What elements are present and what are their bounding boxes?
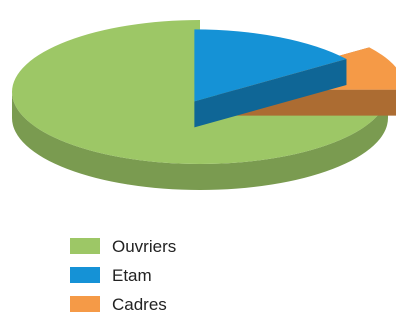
pie-slice-wall-etam [194,59,347,128]
legend-swatch-ouvriers [70,238,100,254]
legend-item-etam: Etam [70,266,152,285]
pie-slice-etam [194,29,347,128]
pie-slice-top-etam [194,29,347,102]
pie-slices [12,20,396,190]
legend-label-cadres: Cadres [112,295,167,314]
legend-label-ouvriers: Ouvriers [112,237,176,256]
legend-item-ouvriers: Ouvriers [70,237,176,256]
legend-item-cadres: Cadres [70,295,167,314]
legend: Ouvriers Etam Cadres [70,237,176,314]
legend-label-etam: Etam [112,266,152,285]
legend-swatch-cadres [70,296,100,312]
legend-swatch-etam [70,267,100,283]
pie-slice-side-ouvriers [12,92,388,190]
